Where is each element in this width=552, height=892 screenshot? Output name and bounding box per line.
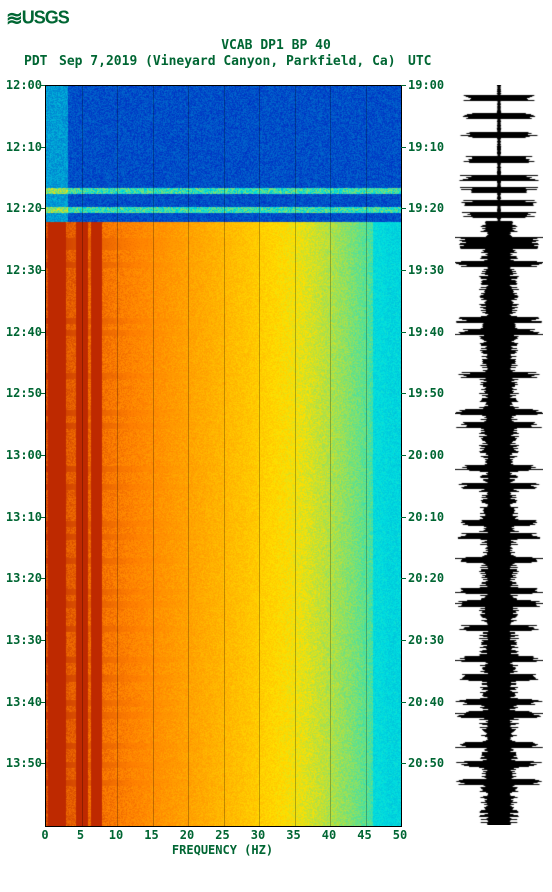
- xtick: 35: [284, 828, 304, 842]
- ytick-left: 13:00: [2, 448, 42, 462]
- ytick-left: 12:30: [2, 263, 42, 277]
- ytick-right: 20:10: [408, 510, 448, 524]
- xtick: 5: [71, 828, 91, 842]
- xtick: 40: [319, 828, 339, 842]
- waveform-canvas: [455, 85, 543, 825]
- xtick: 20: [177, 828, 197, 842]
- ytick-right: 20:00: [408, 448, 448, 462]
- ytick-left: 12:40: [2, 325, 42, 339]
- ytick-left: 13:30: [2, 633, 42, 647]
- usgs-logo: ≋USGS: [6, 6, 69, 31]
- xtick: 45: [355, 828, 375, 842]
- ytick-left: 13:50: [2, 756, 42, 770]
- ytick-right: 19:40: [408, 325, 448, 339]
- xtick: 0: [35, 828, 55, 842]
- ytick-right: 19:00: [408, 78, 448, 92]
- ytick-right: 19:10: [408, 140, 448, 154]
- ytick-right: 20:20: [408, 571, 448, 585]
- xtick: 25: [213, 828, 233, 842]
- xtick: 30: [248, 828, 268, 842]
- ytick-left: 13:40: [2, 695, 42, 709]
- tz-left-label: PDT: [24, 54, 47, 69]
- xtick: 10: [106, 828, 126, 842]
- ytick-right: 20:50: [408, 756, 448, 770]
- ytick-left: 12:10: [2, 140, 42, 154]
- ytick-left: 12:50: [2, 386, 42, 400]
- date-location: Sep 7,2019 (Vineyard Canyon, Parkfield, …: [59, 54, 396, 69]
- ytick-left: 12:20: [2, 201, 42, 215]
- waveform-plot: [455, 85, 543, 825]
- x-axis-label: FREQUENCY (HZ): [45, 843, 400, 857]
- spectrogram-plot: [45, 85, 402, 827]
- ytick-right: 20:40: [408, 695, 448, 709]
- ytick-left: 13:10: [2, 510, 42, 524]
- tz-right-label: UTC: [408, 54, 431, 69]
- ytick-right: 19:50: [408, 386, 448, 400]
- ytick-right: 19:30: [408, 263, 448, 277]
- ytick-left: 13:20: [2, 571, 42, 585]
- xtick: 50: [390, 828, 410, 842]
- ytick-right: 19:20: [408, 201, 448, 215]
- ytick-right: 20:30: [408, 633, 448, 647]
- ytick-left: 12:00: [2, 78, 42, 92]
- chart-title: VCAB DP1 BP 40: [0, 38, 552, 53]
- xtick: 15: [142, 828, 162, 842]
